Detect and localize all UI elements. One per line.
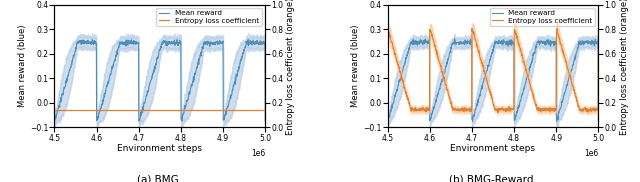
Entropy loss coefficient (211, 108, 218, 111)
Entropy loss coefficient (468, 27, 476, 29)
Mean reward (185, 93, 193, 95)
X-axis label: Environment steps: Environment steps (451, 144, 536, 153)
Legend: Mean reward, Entropy loss coefficient: Mean reward, Entropy loss coefficient (490, 8, 595, 26)
Mean reward (451, 38, 458, 40)
Entropy loss coefficient (397, 71, 404, 73)
Mean reward (63, 77, 71, 79)
Mean reward (261, 120, 269, 122)
Mean reward (468, 120, 476, 122)
Entropy loss coefficient (63, 108, 71, 111)
Entropy loss coefficient (232, 108, 240, 111)
Text: (a) BMG.: (a) BMG. (137, 174, 182, 182)
Entropy loss coefficient (261, 108, 269, 111)
Mean reward (595, 120, 602, 122)
Mean reward (507, 43, 515, 46)
Entropy loss coefficient (507, 110, 515, 112)
Y-axis label: Entropy loss coefficient (orange): Entropy loss coefficient (orange) (287, 0, 296, 135)
Entropy loss coefficient (544, 109, 552, 111)
Entropy loss coefficient (179, 108, 186, 111)
Mean reward (544, 39, 552, 41)
Entropy loss coefficient (384, 28, 392, 30)
Mean reward (179, 119, 186, 121)
Entropy loss coefficient (494, 112, 502, 114)
Mean reward (512, 115, 520, 117)
Entropy loss coefficient (51, 108, 58, 111)
Legend: Mean reward, Entropy loss coefficient: Mean reward, Entropy loss coefficient (156, 8, 262, 26)
Entropy loss coefficient (185, 108, 193, 111)
Y-axis label: Entropy loss coefficient (orange): Entropy loss coefficient (orange) (620, 0, 628, 135)
Entropy loss coefficient (173, 108, 180, 111)
Mean reward (397, 77, 404, 79)
Mean reward (384, 117, 392, 119)
Mean reward (51, 117, 58, 119)
Text: 1e6: 1e6 (584, 149, 598, 158)
Mean reward (518, 93, 526, 95)
Line: Entropy loss coefficient: Entropy loss coefficient (388, 28, 598, 113)
Line: Mean reward: Mean reward (388, 39, 598, 121)
Line: Mean reward: Mean reward (54, 39, 265, 121)
Mean reward (173, 42, 180, 44)
Mean reward (566, 76, 573, 78)
Entropy loss coefficient (518, 55, 526, 57)
Mean reward (211, 42, 218, 44)
Y-axis label: Mean reward (blue): Mean reward (blue) (18, 25, 27, 107)
Entropy loss coefficient (566, 74, 573, 76)
Entropy loss coefficient (595, 29, 602, 31)
Y-axis label: Mean reward (blue): Mean reward (blue) (351, 25, 360, 107)
Text: (b) BMG-Reward.: (b) BMG-Reward. (449, 174, 537, 182)
Mean reward (244, 38, 252, 41)
Entropy loss coefficient (512, 32, 520, 34)
Mean reward (232, 77, 240, 79)
X-axis label: Environment steps: Environment steps (117, 144, 202, 153)
Text: 1e6: 1e6 (251, 149, 265, 158)
